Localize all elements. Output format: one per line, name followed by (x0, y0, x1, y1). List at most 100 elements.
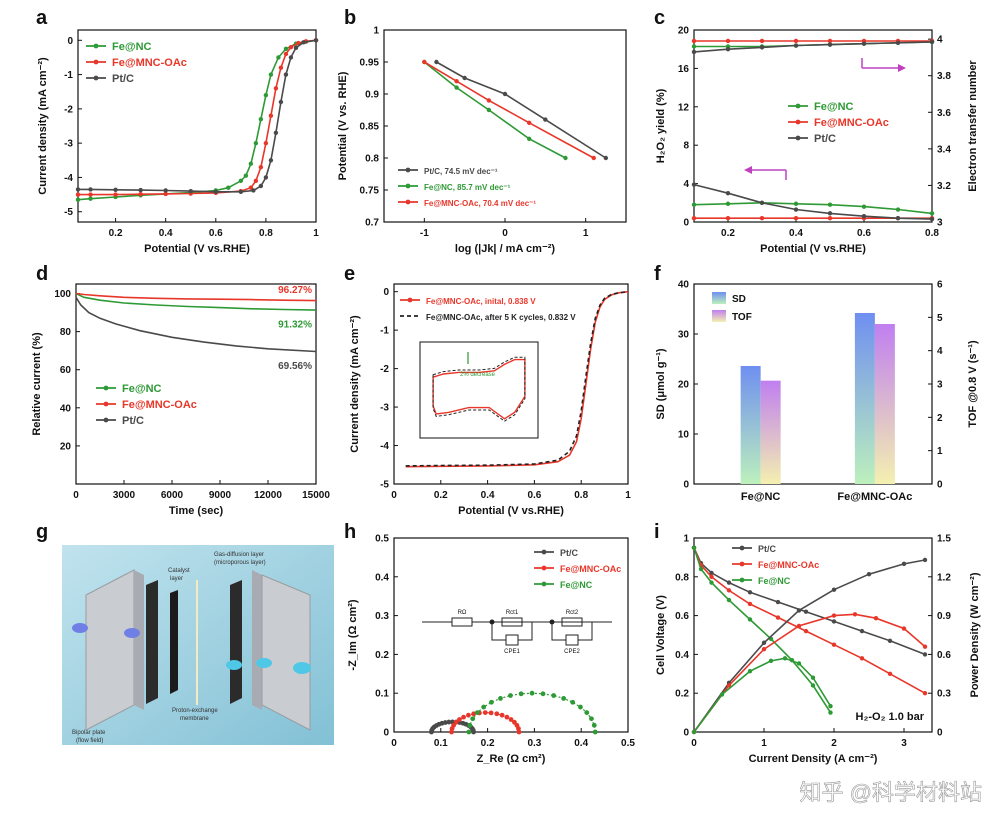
panel-b-xlabel: log (|Jk| / mA cm⁻²) (455, 243, 556, 255)
panel-h-circuit-label: RΩ (458, 610, 467, 616)
panel-c-series-2-point (827, 211, 833, 216)
panel-c-series-2-point (691, 182, 697, 187)
panel-c-series-1-point (759, 215, 765, 221)
panel-h-circuit-label: Rct2 (566, 610, 579, 616)
panel-a-series-2-point (188, 188, 193, 194)
panel-f-bar-tof (874, 324, 895, 484)
panel-a-series-0-point (263, 92, 269, 98)
panel-i-series-5-point (719, 692, 725, 697)
panel-h-series-2-point (481, 704, 487, 710)
panel-i-ytick-label: 0 (683, 728, 689, 739)
panel-a-series-2-point (213, 189, 218, 195)
panel-h-legend-item: Fe@MNC-OAc (560, 564, 621, 574)
panel-h-legend-swatch-marker (541, 565, 547, 571)
panel-a-series-0-point (276, 55, 281, 60)
panel-i-xtick-label: 0 (691, 738, 697, 749)
panel-a-legend-swatch-marker (93, 75, 99, 81)
panel-b-series-1-point (486, 107, 492, 113)
panel-c-series-0-point (793, 201, 799, 206)
panel-h-series-1-point (504, 714, 510, 720)
panel-f-ytick-label: 20 (678, 380, 690, 391)
panel-i-series-4-point (852, 612, 858, 617)
panel-h-series-1-point (453, 719, 459, 725)
panel-c-series-0-point (861, 204, 867, 209)
panel-d-legend-item: Fe@MNC-OAc (122, 399, 197, 411)
panel-b-series-1-point (527, 136, 532, 141)
panel-h: 0 0.1 0.2 0.3 0.4 0.5 0 0.1 0.2 0.3 0.4 0.5 Z_Re (Ω … (347, 534, 635, 766)
panel-c-ylabel-right: Electron transfer number (967, 60, 979, 192)
panel-c-series-5-point (861, 41, 867, 46)
panel-d-series-2 (75, 296, 317, 353)
panel-i-series-3-point (831, 587, 837, 592)
panel-e-ytick-label: 0 (383, 287, 389, 298)
panel-i-series-1-point (747, 601, 753, 607)
panel-c-ytick-label: 8 (683, 141, 689, 152)
panel-b-series-0-point (603, 155, 609, 161)
panel-f-ylabel-right: TOF @0.8 V (s⁻¹) (967, 340, 979, 428)
panel-i: 0 1 2 3 0 0.2 0.4 0.6 0.8 1 0 0.3 0.6 0.9 1.2 1.5 Curren… (655, 534, 981, 766)
panel-i-series-4-point (922, 644, 928, 649)
panel-e-frame (393, 283, 629, 485)
panel-c-series-5-point (929, 39, 935, 45)
panel-i-series-1-point (887, 671, 893, 676)
panel-i-legend-swatch-marker (739, 561, 745, 567)
panel-c-ytick-label: 4 (683, 179, 689, 190)
panel-h-xtick-label: 0.3 (527, 738, 541, 749)
panel-h-series-2-point (589, 716, 594, 722)
panel-f-ytick-right-label: 1 (937, 446, 943, 457)
panel-a-xtick-label: 0.2 (109, 228, 123, 239)
panel-h-xtick-label: 0.2 (481, 738, 495, 749)
g-label-gdl: Gas-diffusion layer (214, 552, 264, 558)
panel-d-xtick-label: 6000 (161, 490, 184, 501)
panel-f-ytick-label: 30 (678, 330, 690, 341)
panel-b-legend-item: Pt/C, 74.5 mV dec⁻¹ (424, 167, 498, 176)
panel-i-ylabel: Cell Voltage (V) (655, 595, 667, 675)
panel-c-series-2-point (895, 215, 901, 221)
panel-b-ytick-label: 0.9 (365, 90, 379, 101)
panel-label-a: a (36, 7, 48, 29)
panel-d-ytick-label: 60 (60, 365, 72, 376)
panel-c-legend-swatch-marker (795, 135, 801, 141)
panel-a-series-1-point (258, 164, 264, 170)
panel-f-ytick-right-label: 0 (937, 480, 943, 491)
panel-d: 0 3000 6000 9000 12000 15000 20 40 60 80 100 Time (… (31, 283, 330, 517)
panel-a-series-1-point (253, 178, 259, 184)
panel-i-ytick-right-label: 0.9 (937, 611, 951, 622)
panel-a-legend-item: Fe@MNC-OAc (112, 57, 187, 69)
panel-a: 0.2 0.4 0.6 0.8 1 0 -1 -2 -3 -4 -5 Potential (V vs.… (37, 29, 319, 255)
panel-i-series-3 (693, 559, 926, 733)
panel-e-inset-frame (419, 341, 539, 439)
panel-c-legend-item: Pt/C (814, 133, 836, 145)
panel-i-series-3-point (901, 561, 907, 567)
panel-i-ytick-label: 0.8 (675, 572, 689, 583)
panel-a-ylabel: Current density (mA cm⁻²) (37, 57, 49, 195)
panel-d-xtick-label: 9000 (209, 490, 232, 501)
panel-c-series-1-point (827, 215, 833, 221)
panel-d-ytick-label: 80 (60, 327, 72, 338)
g-label-bipolar2: (flow field) (76, 738, 103, 744)
panel-f-ytick-label: 0 (683, 480, 689, 491)
panel-a-series-0-point (283, 46, 289, 52)
panel-a-series-0-point (226, 185, 231, 190)
panel-h-series-2-point (551, 693, 557, 698)
panel-i-series-3-point (922, 557, 928, 563)
panel-i-series-2-point (698, 566, 704, 572)
panel-a-series-0-point (258, 116, 264, 122)
panel-a-series-1-point (278, 65, 284, 70)
panel-i-series-5 (693, 657, 832, 733)
panel-b-ytick-label: 0.75 (360, 186, 380, 197)
panel-b-series-0-point (502, 91, 508, 97)
panel-h-xtick-label: 0.4 (574, 738, 588, 749)
panel-i-ytick-label: 1 (683, 534, 689, 545)
panel-a-series-1-point (138, 192, 143, 197)
panel-f-legend-item: TOF (732, 312, 752, 323)
panel-e-ytick-label: -5 (380, 480, 389, 491)
panel-e-inset-annotation: 2% decrease (460, 372, 496, 378)
panel-h-ylabel: -Z_Im (Ω cm²) (347, 599, 359, 670)
panel-h-series-1-point (461, 714, 467, 720)
panel-c-series-0 (693, 201, 933, 215)
panel-a-series-1-point (75, 192, 81, 197)
panel-i-legend-item: Pt/C (758, 544, 777, 554)
panel-c-ytick-label: 12 (678, 102, 690, 113)
panel-h-ytick-label: 0.5 (375, 534, 389, 545)
